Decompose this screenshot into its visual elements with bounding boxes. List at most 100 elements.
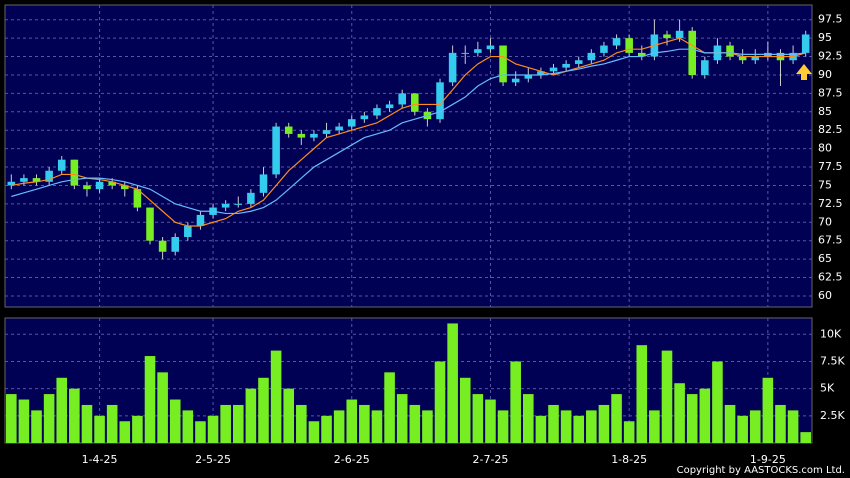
candle-body	[663, 34, 671, 39]
candle-body	[95, 181, 104, 190]
y-tick-label: 60	[818, 289, 832, 302]
volume-bar	[169, 399, 181, 443]
y-tick-label: 70	[818, 215, 832, 228]
y-tick-label: 5K	[820, 382, 835, 395]
candle-body	[537, 71, 545, 75]
volume-bar	[560, 410, 572, 443]
volume-bar	[321, 415, 332, 443]
y-tick-label: 67.5	[818, 234, 843, 247]
volume-bar	[510, 361, 521, 443]
candle-body	[625, 38, 633, 53]
volume-bar	[611, 394, 622, 443]
volume-bar	[396, 394, 408, 443]
x-tick-label: 1-9-25	[750, 453, 786, 466]
volume-bar	[56, 377, 68, 443]
candle-body	[801, 34, 810, 53]
candle-body	[297, 133, 306, 138]
volume-bar	[359, 404, 370, 443]
candle-body	[360, 115, 369, 120]
candle-body	[196, 214, 205, 226]
candle-body	[373, 108, 381, 116]
volume-bar	[649, 410, 660, 443]
candle-body	[524, 74, 533, 79]
volume-bar	[371, 410, 383, 443]
candle-body	[184, 225, 192, 238]
candle-body	[448, 52, 457, 83]
candle-body	[688, 30, 696, 75]
candle-body	[398, 93, 406, 105]
volume-bar	[195, 421, 206, 443]
candle-body	[7, 181, 16, 186]
candle-body	[247, 192, 255, 204]
volume-bar	[308, 421, 320, 443]
volume-bar	[31, 410, 42, 443]
candle-body	[436, 82, 444, 120]
candle-body	[57, 159, 66, 171]
moving-average-line	[11, 37, 806, 227]
candle-body	[83, 185, 91, 190]
volume-bar	[333, 410, 345, 443]
volume-bar	[712, 361, 723, 443]
candle-body	[675, 30, 684, 39]
candle-body	[310, 133, 318, 138]
volume-bar	[573, 415, 585, 443]
volume-bar	[459, 377, 471, 443]
volume-bar	[258, 377, 269, 443]
volume-bar	[497, 410, 509, 443]
candle-body	[738, 56, 747, 61]
volume-bar	[636, 345, 648, 443]
candle-body	[32, 178, 41, 182]
candle-body	[322, 130, 331, 134]
volume-bar	[245, 388, 257, 443]
candle-body	[574, 60, 583, 64]
candle-body	[234, 203, 243, 205]
volume-bar	[535, 415, 547, 443]
volume-bar	[384, 372, 395, 443]
x-tick-label: 2-5-25	[195, 453, 231, 466]
volume-bar	[132, 415, 143, 443]
x-tick-label: 2-7-25	[472, 453, 508, 466]
y-tick-label: 62.5	[818, 271, 843, 284]
volume-bar	[699, 388, 711, 443]
x-tick-label: 1-4-25	[82, 453, 118, 466]
volume-bar	[81, 404, 93, 443]
volume-bar	[737, 415, 748, 443]
volume-bar	[207, 415, 219, 443]
y-tick-label: 77.5	[818, 160, 843, 173]
y-tick-label: 97.5	[818, 13, 843, 26]
candle-body	[158, 240, 167, 252]
candle-body	[171, 237, 180, 252]
candle-body	[347, 119, 356, 127]
volume-bar	[787, 410, 799, 443]
candle-body	[45, 170, 53, 182]
candle-body	[499, 45, 507, 83]
candle-body	[133, 189, 142, 208]
y-tick-label: 10K	[820, 327, 842, 340]
candle-body	[108, 181, 116, 186]
candle-body	[284, 126, 293, 134]
volume-bar	[422, 410, 433, 443]
volume-bar	[586, 410, 597, 443]
candle-body	[121, 185, 129, 190]
y-tick-label: 82.5	[818, 123, 843, 136]
candle-body	[272, 126, 280, 175]
candle-body	[587, 52, 596, 61]
volume-bar	[409, 404, 421, 443]
volume-bar	[220, 404, 231, 443]
volume-bar	[749, 410, 761, 443]
volume-bar	[106, 404, 118, 443]
y-tick-label: 72.5	[818, 197, 843, 210]
volume-bar	[119, 421, 131, 443]
candle-body	[637, 52, 646, 57]
candle-body	[411, 93, 419, 112]
candle-body	[751, 56, 760, 61]
candle-body	[385, 104, 394, 109]
x-tick-label: 2-6-25	[334, 453, 370, 466]
volume-bar	[69, 388, 80, 443]
arrow-marker	[796, 64, 812, 80]
candle-body	[146, 207, 154, 241]
volume-bar	[434, 361, 446, 443]
volume-bar	[661, 350, 673, 443]
